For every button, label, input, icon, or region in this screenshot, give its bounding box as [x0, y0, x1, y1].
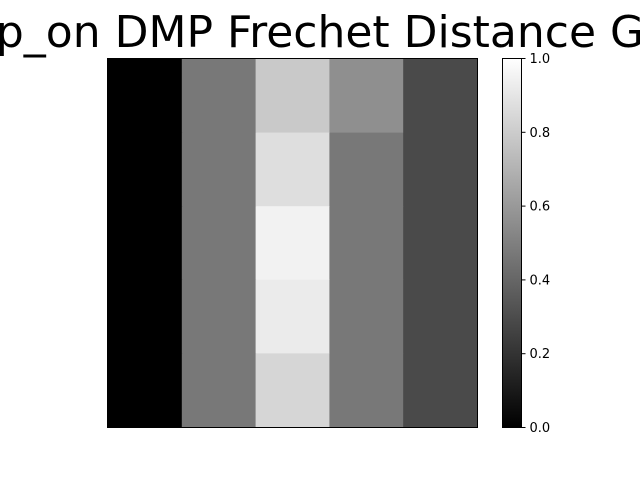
colorbar-tick-label: 0.0 — [530, 421, 551, 436]
colorbar-tick-label: 0.2 — [530, 347, 551, 362]
heatmap-cell — [403, 279, 478, 354]
colorbar-tick-label: 0.4 — [530, 273, 551, 288]
heatmap-cell — [255, 132, 330, 207]
colorbar-ticks: 0.0 0.2 0.4 0.6 0.8 1.0 — [521, 52, 551, 436]
heatmap-cell — [108, 59, 183, 134]
heatmap-cell — [255, 206, 330, 281]
colorbar-tick-label: 0.8 — [530, 126, 551, 141]
heatmap-cell — [181, 353, 257, 428]
heatmap-cells — [108, 59, 478, 428]
heatmap-cell — [181, 279, 257, 354]
heatmap-cell — [403, 206, 478, 281]
heatmap-cell — [403, 353, 478, 428]
heatmap-cell — [255, 279, 330, 354]
heatmap-cell — [108, 206, 183, 281]
heatmap-cell — [329, 353, 404, 428]
heatmap-cell — [181, 132, 257, 207]
heatmap-cell — [403, 59, 478, 134]
heatmap-cell — [329, 132, 404, 207]
heatmap-cell — [255, 353, 330, 428]
heatmap-cell — [181, 59, 257, 134]
colorbar-tick-label: 0.6 — [530, 200, 551, 215]
colorbar — [502, 58, 522, 428]
heatmap-cell — [255, 59, 330, 134]
heatmap-cell — [403, 132, 478, 207]
heatmap-cell — [108, 353, 183, 428]
heatmap-cell — [108, 279, 183, 354]
heatmap-cell — [181, 206, 257, 281]
plot-frame — [107, 58, 478, 428]
heatmap-cell — [108, 132, 183, 207]
heatmap-cell — [329, 279, 404, 354]
heatmap-cell — [329, 59, 404, 134]
colorbar-tick-label: 1.0 — [530, 52, 551, 67]
chart-title: p_on DMP Frechet Distance G — [0, 7, 640, 58]
heatmap-cell — [329, 206, 404, 281]
